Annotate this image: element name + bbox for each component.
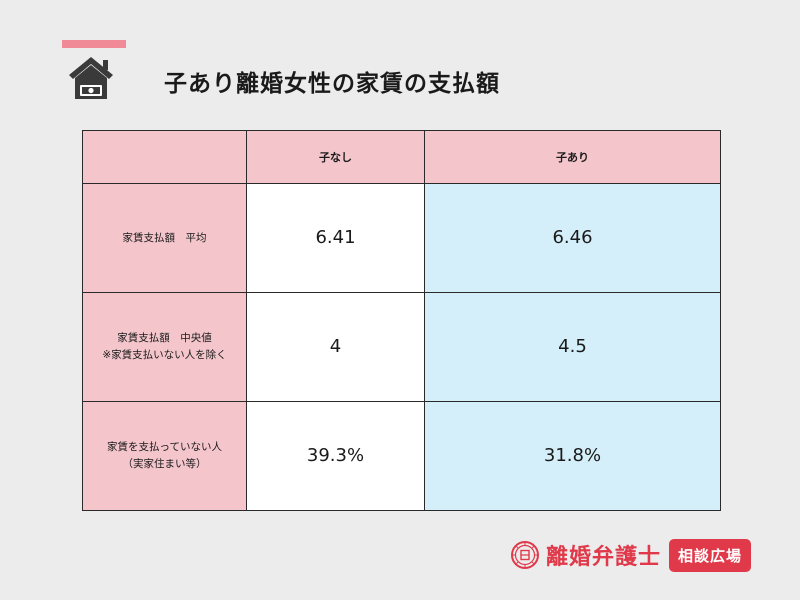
- cell-no-children-median: 4: [246, 291, 425, 402]
- table-header-row: 子なし 子あり: [82, 130, 721, 184]
- row-label-not-paying: 家賃を支払っていない人 （実家住まい等）: [82, 400, 247, 512]
- row-label-line: 家賃を支払っていない人: [107, 441, 222, 454]
- seal-logo-icon: [511, 541, 539, 569]
- column-header-no-children: 子なし: [246, 130, 425, 184]
- comparison-table: 子なし 子あり 家賃支払額 平均 6.41 6.46 家賃支払額 中央値 ※家賃…: [82, 130, 721, 512]
- table-row: 家賃支払額 中央値 ※家賃支払いない人を除く 4 4.5: [82, 291, 721, 402]
- header-corner-cell: [82, 130, 247, 184]
- row-label-line: 家賃支払額 平均: [122, 231, 207, 244]
- brand-tag: 相談広場: [669, 538, 752, 572]
- cell-with-children-not-paying: 31.8%: [424, 400, 721, 512]
- row-label-note: （実家住まい等）: [122, 457, 207, 470]
- table-row: 家賃を支払っていない人 （実家住まい等） 39.3% 31.8%: [82, 400, 721, 512]
- cell-with-children-average: 6.46: [424, 182, 721, 293]
- row-label-rent-median: 家賃支払額 中央値 ※家賃支払いない人を除く: [82, 291, 247, 402]
- column-header-with-children: 子あり: [424, 130, 721, 184]
- brand-name: 離婚弁護士: [546, 545, 662, 570]
- row-label-rent-average: 家賃支払額 平均: [82, 182, 247, 293]
- page-title: 子あり離婚女性の家賃の支払額: [164, 71, 500, 97]
- row-label-line: 家賃支払額 中央値: [117, 332, 212, 345]
- cell-no-children-average: 6.41: [246, 182, 425, 293]
- brand-logo: 離婚弁護士 相談広場: [510, 537, 752, 573]
- table-row: 家賃支払額 平均 6.41 6.46: [82, 182, 721, 293]
- cell-with-children-median: 4.5: [424, 291, 721, 402]
- house-money-icon: [69, 57, 113, 99]
- accent-bar: [62, 40, 126, 48]
- cell-no-children-not-paying: 39.3%: [246, 400, 425, 512]
- row-label-note: ※家賃支払いない人を除く: [102, 348, 227, 361]
